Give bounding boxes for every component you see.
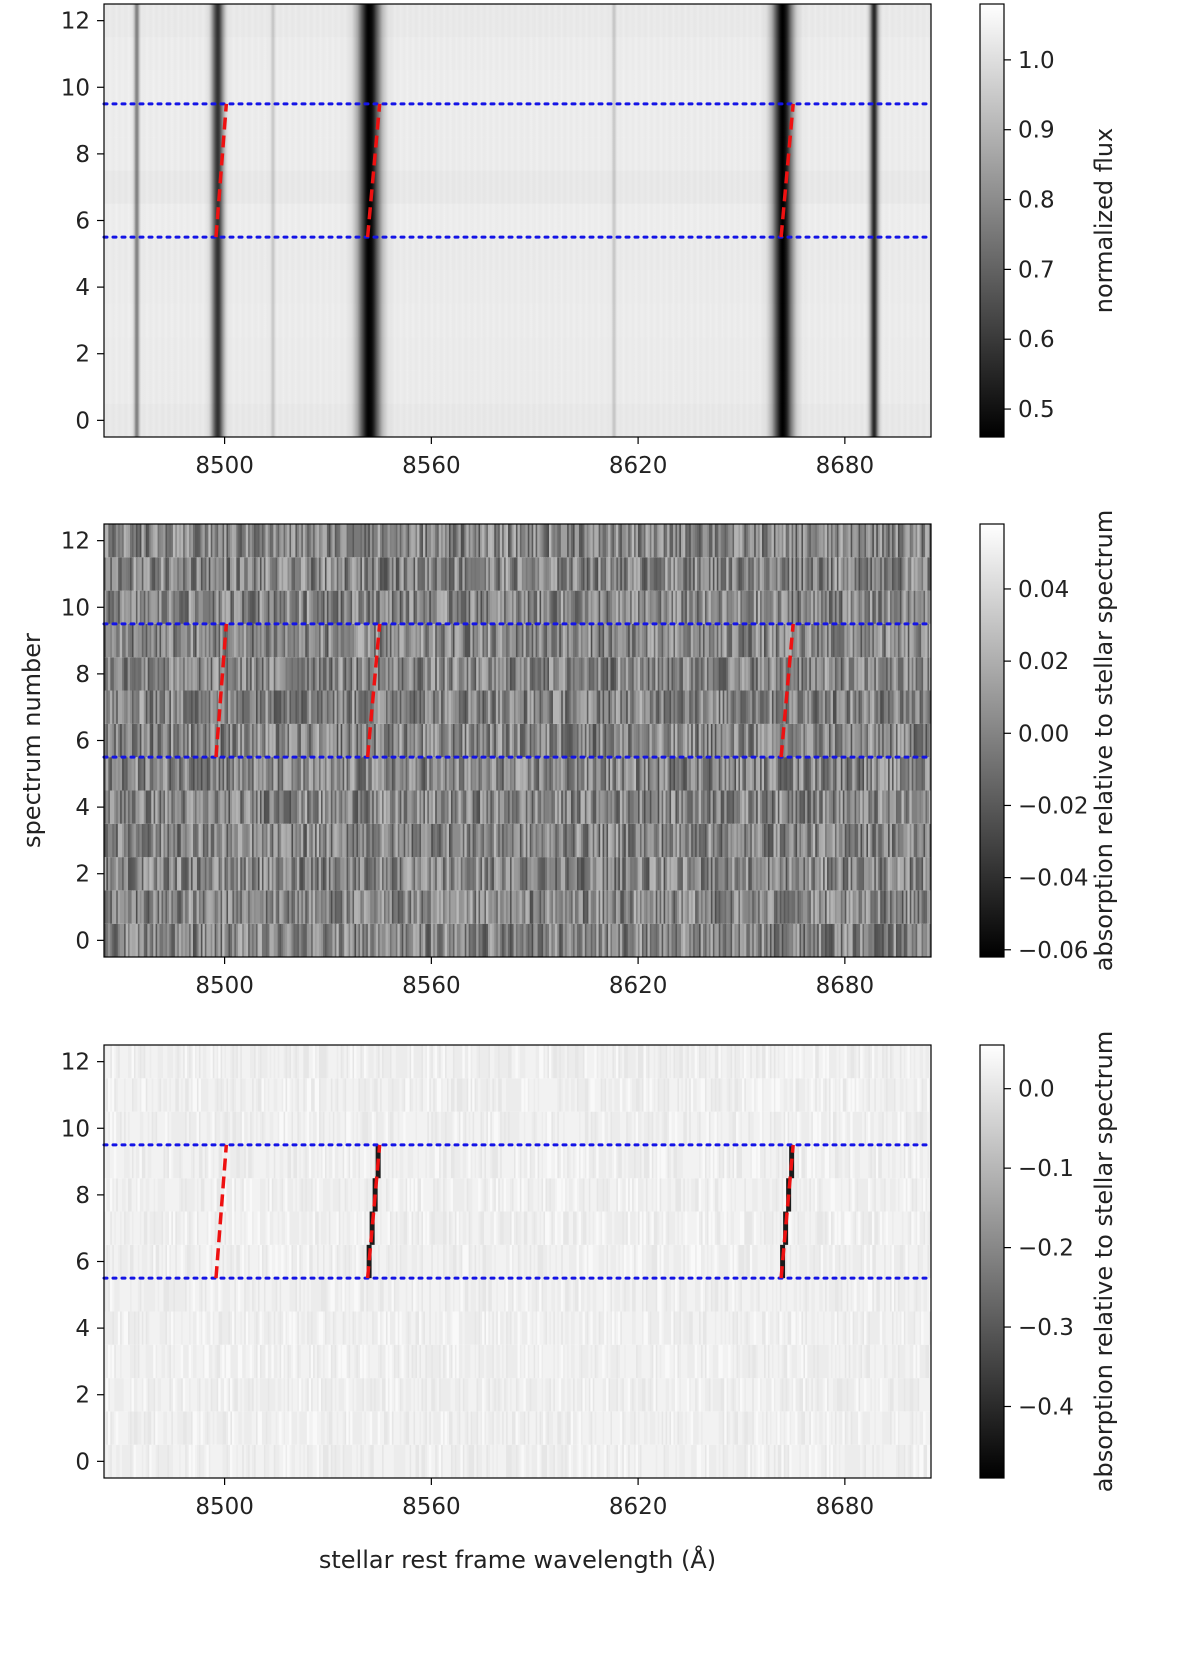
red-dashed-track-0: [214, 1144, 229, 1279]
y-tick-label: 10: [61, 595, 90, 621]
colorbar-gradient: [979, 1044, 1005, 1479]
colorbar-tick-label: 0.02: [1018, 649, 1069, 675]
y-tick-label: 12: [61, 9, 90, 35]
y-tick-label: 6: [75, 209, 90, 235]
red-dashed-track-0: [214, 103, 229, 238]
y-tick-label: 6: [75, 729, 90, 755]
colorbar-label: normalized flux: [1090, 128, 1118, 314]
y-tick-label: 0: [75, 408, 90, 434]
x-tick-label: 8620: [609, 453, 668, 479]
y-tick-label: 12: [61, 1050, 90, 1076]
y-tick-label: 2: [75, 342, 90, 368]
colorbar-tick-label: 0.9: [1018, 118, 1055, 144]
heatmap-bottom: [104, 1045, 931, 1478]
red-dashed-track-2: [779, 1144, 795, 1279]
colorbar-tick-label: −0.1: [1018, 1156, 1074, 1182]
heatmap-image: [104, 4, 931, 437]
colorbar-middle: −0.06 −0.04 −0.02 0.00 0.02 0.04 absorption re…: [979, 510, 1118, 972]
x-tick-label: 8680: [816, 973, 875, 999]
y-tick-label: 8: [75, 1183, 90, 1209]
y-tick-label: 0: [75, 928, 90, 954]
colorbar-tick-label: 0.00: [1018, 721, 1069, 747]
x-tick-label: 8560: [402, 973, 461, 999]
heatmap-top: [104, 4, 931, 437]
y-tick-label: 8: [75, 142, 90, 168]
transit-absorption-cell: [369, 1211, 375, 1245]
y-tick-label: 10: [61, 75, 90, 101]
y-tick-label: 0: [75, 1449, 90, 1475]
x-tick-label: 8620: [609, 1494, 668, 1520]
x-tick-label: 8560: [402, 453, 461, 479]
transit-absorption-cell: [780, 1244, 786, 1279]
colorbar-tick-label: 0.6: [1018, 327, 1055, 353]
y-tick-label: 2: [75, 862, 90, 888]
panel-top: 0 2 4 6 8 10 12 8500 8560 8620 8680 0.5 0.6 0.7 0.8 0.9…: [61, 3, 1118, 479]
transit-absorption-cell: [366, 1244, 372, 1279]
red-dashed-track-1: [365, 103, 382, 238]
colorbar-tick-label: −0.4: [1018, 1394, 1074, 1420]
colorbar-bottom: −0.4 −0.3 −0.2 −0.1 0.0 absorption relative t…: [979, 1031, 1118, 1493]
x-tick-label: 8680: [816, 453, 875, 479]
y-tick-label: 4: [75, 1316, 90, 1342]
colorbar-tick-label: 0.7: [1018, 257, 1055, 283]
panel-middle: 0 2 4 6 8 10 12 8500 8560 8620 8680 spectrum number…: [18, 510, 1118, 999]
transit-absorption-cell: [783, 1211, 789, 1245]
colorbar-tick-label: 1.0: [1018, 48, 1055, 74]
y-tick-label: 4: [75, 275, 90, 301]
colorbar-tick-label: −0.3: [1018, 1315, 1074, 1341]
x-axis-label: stellar rest frame wavelength (Å): [319, 1545, 716, 1574]
y-tick-label: 10: [61, 1116, 90, 1142]
colorbar-label: absorption relative to stellar spectrum: [1090, 510, 1118, 972]
red-dashed-track-2: [779, 103, 795, 238]
x-tick-label: 8620: [609, 973, 668, 999]
colorbar-gradient: [979, 523, 1005, 958]
y-tick-label: 8: [75, 662, 90, 688]
x-tick-label: 8500: [195, 1494, 254, 1520]
colorbar-tick-label: 0.04: [1018, 577, 1069, 603]
y-tick-label: 2: [75, 1383, 90, 1409]
y-tick-label: 6: [75, 1250, 90, 1276]
colorbar-tick-label: 0.5: [1018, 397, 1055, 423]
colorbar-tick-label: 0.8: [1018, 188, 1055, 214]
colorbar-tick-label: −0.04: [1018, 866, 1088, 892]
red-dashed-track-1: [365, 623, 382, 758]
red-dashed-track-1: [365, 1144, 382, 1279]
colorbar-top: 0.5 0.6 0.7 0.8 0.9 1.0 normalized flux: [979, 3, 1118, 438]
y-tick-label: 4: [75, 795, 90, 821]
y-tick-label: 12: [61, 529, 90, 555]
x-tick-label: 8500: [195, 973, 254, 999]
colorbar-tick-label: 0.0: [1018, 1077, 1055, 1103]
colorbar-tick-label: −0.06: [1018, 938, 1088, 964]
x-tick-label: 8560: [402, 1494, 461, 1520]
colorbar-gradient: [979, 3, 1005, 438]
colorbar-tick-label: −0.02: [1018, 793, 1088, 819]
red-dashed-track-0: [214, 623, 229, 758]
red-dashed-track-2: [779, 623, 795, 758]
x-tick-label: 8500: [195, 453, 254, 479]
y-axis-label: spectrum number: [18, 633, 46, 848]
x-tick-label: 8680: [816, 1494, 875, 1520]
colorbar-tick-label: −0.2: [1018, 1236, 1074, 1262]
panel-bottom: 0 2 4 6 8 10 12 8500 8560 8620 8680 stellar rest fr…: [61, 1031, 1118, 1574]
heatmap-middle: [104, 524, 931, 957]
colorbar-label: absorption relative to stellar spectrum: [1090, 1031, 1118, 1493]
